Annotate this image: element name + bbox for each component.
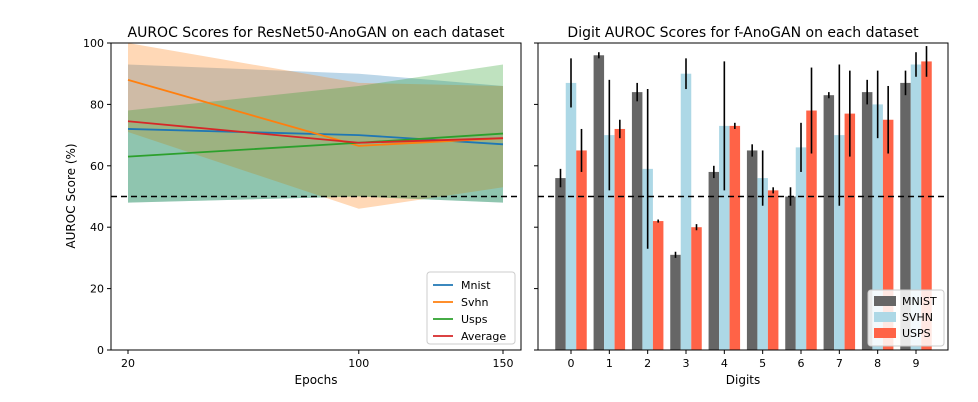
bar-svhn-1 xyxy=(604,135,615,350)
left-chart-panel: AUROC Scores for ResNet50-AnoGAN on each… xyxy=(64,25,522,387)
bar-usps-8 xyxy=(882,119,894,350)
left-legend: Mnist Svhn Usps Average xyxy=(426,271,516,345)
y-tick-label: 80 xyxy=(90,98,104,111)
bar-usps-4 xyxy=(729,125,741,350)
x-tick-label: 2 xyxy=(644,357,651,370)
bar-usps-0 xyxy=(576,150,587,350)
bar-svhn-7 xyxy=(834,135,845,350)
bar-mnist-9 xyxy=(900,82,911,350)
right-error-bars xyxy=(559,46,928,258)
legend-label: Usps xyxy=(461,313,488,326)
legend-label: Mnist xyxy=(461,279,491,292)
x-tick-label: 4 xyxy=(721,357,728,370)
right-y-axis-ticks xyxy=(534,42,538,351)
y-tick-label: 100 xyxy=(83,37,104,50)
bar-mnist-2 xyxy=(631,92,643,351)
x-tick-label: 8 xyxy=(874,357,881,370)
legend-box xyxy=(426,271,516,345)
left-series-lines xyxy=(127,78,504,158)
bar-svhn-0 xyxy=(565,82,577,350)
left-x-axis-ticks: 20 100 150 xyxy=(121,350,514,370)
y-tick-label: 60 xyxy=(90,160,104,173)
bar-usps-5 xyxy=(767,190,779,350)
right-legend: MNIST SVHN USPS xyxy=(867,289,945,347)
legend-swatch xyxy=(874,312,896,322)
bar-mnist-7 xyxy=(823,95,835,350)
bar-svhn-9 xyxy=(910,64,922,351)
right-x-axis-ticks: 0 1 2 3 4 5 6 7 8 9 xyxy=(568,350,920,370)
x-tick-label: 20 xyxy=(121,357,135,370)
bar-svhn-8 xyxy=(872,104,883,351)
x-tick-label: 7 xyxy=(836,357,843,370)
line-average xyxy=(127,120,504,144)
legend-label: USPS xyxy=(902,327,931,340)
band-svhn xyxy=(128,43,503,209)
bar-svhn-2 xyxy=(642,168,653,350)
legend-label: Svhn xyxy=(461,296,488,309)
bar-svhn-6 xyxy=(795,147,807,350)
right-x-axis-label: Digits xyxy=(726,373,760,387)
bar-usps-6 xyxy=(806,110,817,350)
x-tick-label: 5 xyxy=(759,357,766,370)
y-tick-label: 0 xyxy=(97,344,104,357)
x-tick-label: 6 xyxy=(798,357,805,370)
legend-label: SVHN xyxy=(902,311,933,324)
left-y-axis-label: AUROC Score (%) xyxy=(64,143,78,248)
y-tick-label: 40 xyxy=(90,221,104,234)
legend-swatch xyxy=(874,296,896,306)
bar-usps-2 xyxy=(652,221,664,350)
right-bars xyxy=(555,55,932,351)
x-tick-label: 1 xyxy=(606,357,613,370)
legend-label: Average xyxy=(461,330,506,343)
bar-usps-7 xyxy=(844,113,856,350)
bar-usps-3 xyxy=(691,227,702,350)
line-svhn xyxy=(127,78,504,147)
bar-svhn-5 xyxy=(757,178,768,350)
left-x-axis-label: Epochs xyxy=(295,373,338,387)
bar-usps-9 xyxy=(921,61,932,351)
x-tick-label: 0 xyxy=(568,357,575,370)
bar-svhn-4 xyxy=(719,125,730,350)
legend-label: MNIST xyxy=(902,295,937,308)
bar-mnist-5 xyxy=(746,150,758,350)
left-plot-frame xyxy=(110,42,522,351)
bar-mnist-4 xyxy=(708,171,720,350)
bar-mnist-6 xyxy=(785,196,796,350)
right-chart-title: Digit AUROC Scores for f-AnoGAN on each … xyxy=(567,25,919,41)
bar-mnist-3 xyxy=(670,254,681,350)
bar-mnist-0 xyxy=(555,178,566,350)
bar-mnist-1 xyxy=(593,55,605,350)
right-chart-panel: Digit AUROC Scores for f-AnoGAN on each … xyxy=(534,25,949,387)
bar-usps-1 xyxy=(614,128,626,350)
x-tick-label: 100 xyxy=(348,357,369,370)
bar-mnist-8 xyxy=(861,92,873,351)
x-tick-label: 9 xyxy=(913,357,920,370)
left-chart-title: AUROC Scores for ResNet50-AnoGAN on each… xyxy=(128,25,505,41)
x-tick-label: 150 xyxy=(493,357,514,370)
bar-svhn-3 xyxy=(680,73,692,350)
left-y-axis-ticks: 0 20 40 60 80 100 xyxy=(83,37,111,357)
x-tick-label: 3 xyxy=(683,357,690,370)
y-tick-label: 20 xyxy=(90,283,104,296)
legend-swatch xyxy=(874,328,896,338)
right-plot-frame xyxy=(537,42,949,351)
